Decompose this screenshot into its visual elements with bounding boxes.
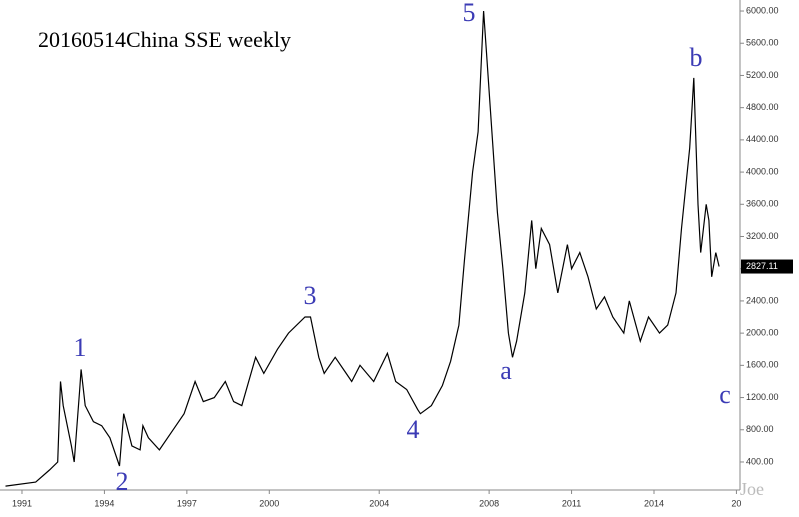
- wave-label: 3: [304, 281, 317, 310]
- y-tick-label: 5200.00: [746, 70, 779, 80]
- y-tick-label: 3600.00: [746, 199, 779, 209]
- chart-title: 20160514China SSE weekly: [38, 27, 291, 52]
- y-tick-label: 4400.00: [746, 134, 779, 144]
- wave-label: a: [500, 356, 512, 385]
- y-tick-label: 3200.00: [746, 231, 779, 241]
- last-price-box: [741, 259, 793, 274]
- last-price-label: 2827.11: [746, 261, 778, 271]
- x-tick-label: 2000: [259, 498, 279, 508]
- y-tick-label: 800.00: [746, 424, 774, 434]
- y-tick-label: 1200.00: [746, 392, 779, 402]
- x-tick-label: 2004: [369, 498, 389, 508]
- wave-label: 5: [463, 0, 476, 27]
- watermark: Joe: [740, 479, 764, 499]
- y-tick-label: 4800.00: [746, 102, 779, 112]
- price-line: [5, 10, 720, 487]
- x-tick-label: 2014: [644, 498, 664, 508]
- x-tick-label: 1997: [177, 498, 197, 508]
- y-tick-label: 2000.00: [746, 328, 779, 338]
- y-tick-label: 4000.00: [746, 166, 779, 176]
- x-tick-label: 20: [731, 498, 741, 508]
- y-tick-label: 1600.00: [746, 360, 779, 370]
- y-tick-label: 400.00: [746, 456, 774, 466]
- y-tick-label: 6000.00: [746, 5, 779, 15]
- x-tick-label: 2008: [479, 498, 499, 508]
- wave-label: 1: [74, 333, 87, 362]
- wave-label: b: [690, 43, 703, 72]
- y-tick-label: 2400.00: [746, 295, 779, 305]
- x-tick-label: 1994: [94, 498, 114, 508]
- x-tick-label: 1991: [12, 498, 32, 508]
- x-tick-label: 2011: [562, 498, 581, 508]
- y-tick-label: 5600.00: [746, 38, 779, 48]
- wave-label: c: [719, 380, 731, 409]
- wave-label: 2: [116, 467, 129, 496]
- wave-label: 4: [407, 415, 420, 444]
